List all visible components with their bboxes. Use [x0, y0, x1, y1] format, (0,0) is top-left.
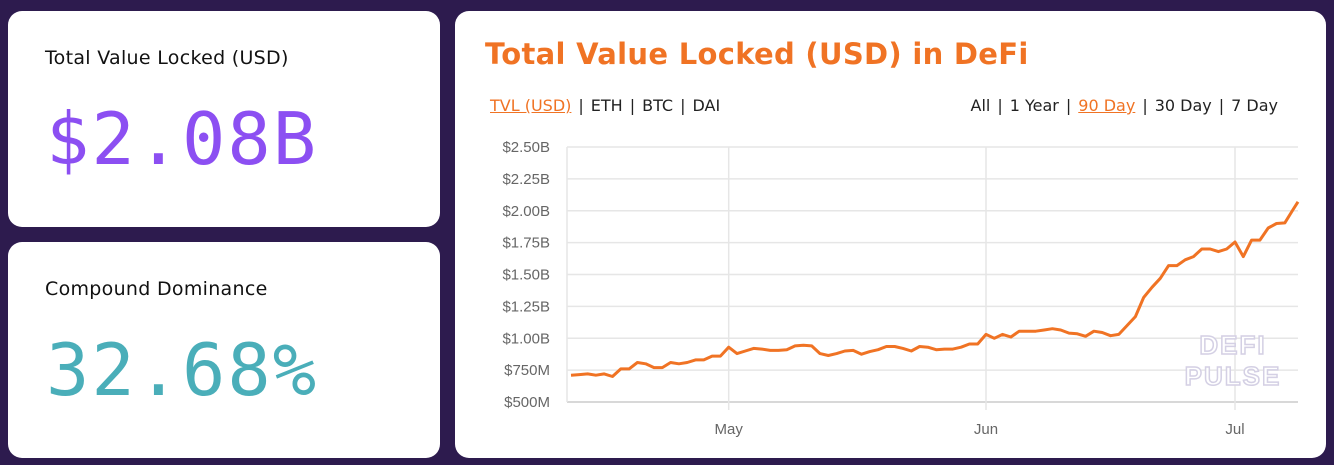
y-tick-label: $1.75B: [502, 235, 550, 252]
chart-card: Total Value Locked (USD) in DeFi TVL (US…: [455, 11, 1326, 458]
y-tick-label: $2.50B: [502, 139, 550, 156]
divider: |: [1218, 96, 1225, 115]
tab-all[interactable]: All: [970, 96, 991, 115]
divider: |: [1142, 96, 1148, 115]
watermark-line-2: PULSE: [1185, 361, 1282, 391]
range-tabs: All | 1 Year | 90 Day | 30 Day | 7 Day: [971, 96, 1279, 115]
divider: |: [1065, 96, 1072, 115]
divider: |: [997, 96, 1003, 115]
tab-dai[interactable]: DAI: [692, 96, 721, 115]
tab-eth[interactable]: ETH: [590, 96, 623, 115]
y-tick-label: $1.50B: [502, 267, 550, 284]
tab-tvl-usd[interactable]: TVL (USD): [490, 96, 572, 115]
dominance-value: 32.68%: [46, 328, 319, 412]
watermark-line-1: DEFI: [1199, 330, 1266, 360]
tab-90-day[interactable]: 90 Day: [1078, 96, 1136, 115]
divider: |: [680, 96, 686, 115]
y-tick-label: $2.00B: [502, 203, 550, 220]
metric-tabs: TVL (USD) | ETH | BTC | DAI: [490, 96, 720, 115]
x-tick-label: Jul: [1225, 421, 1244, 438]
tvl-card: Total Value Locked (USD) $2.08B: [8, 11, 440, 227]
divider: |: [629, 96, 636, 115]
tvl-label: Total Value Locked (USD): [45, 47, 289, 69]
tvl-value: $2.08B: [46, 97, 319, 181]
x-tick-label: May: [715, 421, 744, 438]
y-tick-label: $2.25B: [502, 171, 550, 188]
chart-title: Total Value Locked (USD) in DeFi: [485, 37, 1029, 71]
y-tick-label: $1.25B: [502, 298, 550, 315]
defi-pulse-watermark: DEFI PULSE: [1184, 329, 1282, 392]
y-tick-label: $1.00B: [502, 330, 550, 347]
tab-7-day[interactable]: 7 Day: [1231, 96, 1278, 115]
x-tick-label: Jun: [974, 421, 998, 438]
dominance-label: Compound Dominance: [45, 278, 268, 300]
tab-1-year[interactable]: 1 Year: [1009, 96, 1059, 115]
dominance-card: Compound Dominance 32.68%: [8, 242, 440, 458]
tab-btc[interactable]: BTC: [642, 96, 674, 115]
y-tick-label: $500M: [504, 394, 550, 411]
tvl-series-line: [570, 200, 1300, 378]
divider: |: [578, 96, 584, 115]
y-tick-label: $750M: [504, 362, 550, 379]
tab-30-day[interactable]: 30 Day: [1154, 96, 1212, 115]
